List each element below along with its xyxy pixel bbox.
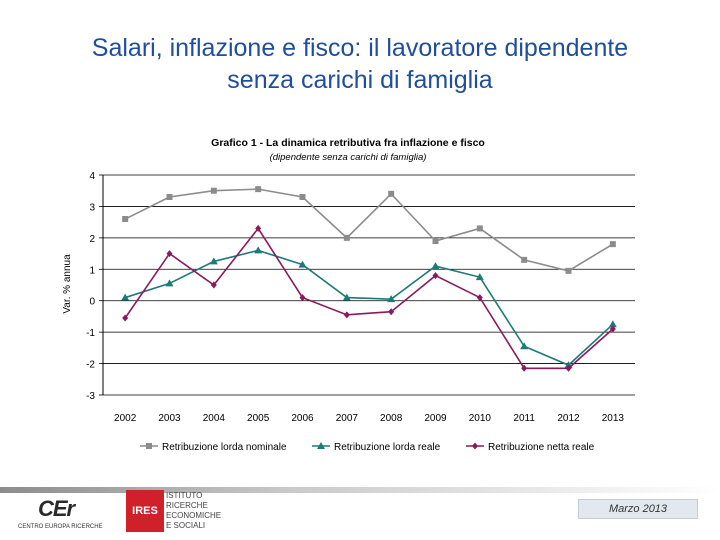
series-line [124,227,614,370]
x-tick-label: 2004 [203,413,226,424]
x-tick-label: 2002 [114,413,137,424]
data-point [609,325,616,333]
data-point [431,262,440,270]
x-tick-label: 2003 [158,413,181,424]
data-point [388,308,395,316]
y-tick-label: -2 [86,360,95,371]
data-point [388,190,395,197]
data-point [166,250,173,258]
data-point [210,187,217,194]
x-tick-label: 2006 [291,413,314,424]
data-point [343,234,350,241]
legend-marker [146,443,152,449]
chart-title: Grafico 1 - La dinamica retributiva fra … [211,137,485,149]
date-label: Marzo 2013 [578,499,698,519]
series-3 [122,224,616,372]
data-point [565,267,572,274]
data-point [432,272,439,280]
x-tick-label: 2008 [380,413,403,424]
data-point [343,311,350,319]
data-point [122,314,129,322]
x-tick-label: 2013 [602,413,625,424]
y-axis-label: Var. % annua [62,254,73,314]
y-tick-label: -3 [86,391,95,402]
series-2 [121,246,617,369]
data-point [121,293,130,301]
data-point [608,320,617,328]
x-tick-label: 2005 [247,413,270,424]
data-point [165,279,174,287]
x-tick-label: 2010 [469,413,492,424]
data-point [210,281,217,289]
data-point [565,364,572,372]
slide-title: Salari, inflazione e fisco: il lavorator… [0,32,720,96]
y-tick-label: 1 [89,265,95,276]
x-tick-label: 2012 [557,413,580,424]
data-point [476,294,483,302]
data-point [342,293,351,301]
data-point [387,295,396,303]
series-1 [122,186,616,274]
data-point [299,294,306,302]
chart-subtitle: (dipendente senza carichi di famiglia) [270,152,427,163]
data-point [122,216,129,222]
data-point [432,238,439,244]
data-point [520,342,529,350]
slide-title-line2: senza carichi di famiglia [227,66,493,94]
y-tick-label: 3 [89,202,95,213]
data-point [475,273,484,281]
data-point [609,241,616,248]
data-point [476,225,483,232]
data-point [255,186,262,193]
legend-label: Retribuzione lorda reale [334,442,441,453]
legend-label: Retribuzione lorda nominale [162,442,287,453]
slide-title-line1: Salari, inflazione e fisco: il lavorator… [91,34,629,62]
data-point [299,194,306,200]
series-line [124,249,614,367]
ires-logo-mark: IRES [126,490,164,532]
cer-logo: CEr CENTRO EUROPA RICERCHE [14,496,114,534]
y-tick-label: -1 [86,328,95,339]
data-point [166,194,173,200]
y-tick-label: 0 [89,297,95,308]
x-tick-label: 2011 [513,413,535,424]
x-tick-label: 2007 [336,413,359,424]
legend-label: Retribuzione netta reale [488,442,595,453]
data-point [521,364,528,372]
ires-logo-text: ISTITUTO RICERCHE ECONOMICHE E SOCIALI [166,491,222,530]
cer-logo-text: CENTRO EUROPA RICERCHE [18,524,103,530]
data-point [255,224,262,232]
data-point [521,256,528,263]
legend-marker [317,442,325,449]
y-tick-label: 4 [89,171,95,182]
data-point [209,257,218,265]
cer-logo-mark: CEr [38,496,75,521]
data-point [298,260,307,268]
x-tick-label: 2009 [424,413,447,424]
series-line [124,188,614,272]
ires-logo: IRES ISTITUTO RICERCHE ECONOMICHE E SOCI… [126,490,236,532]
footer-bar [0,487,720,493]
data-point [254,246,263,254]
legend-marker [472,442,478,450]
y-tick-label: 2 [89,234,95,245]
